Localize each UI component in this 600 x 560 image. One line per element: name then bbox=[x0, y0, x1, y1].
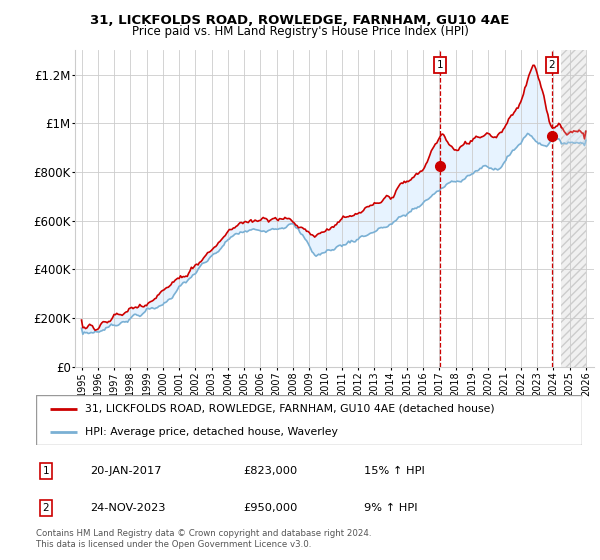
Text: 2: 2 bbox=[43, 503, 49, 513]
Text: 31, LICKFOLDS ROAD, ROWLEDGE, FARNHAM, GU10 4AE: 31, LICKFOLDS ROAD, ROWLEDGE, FARNHAM, G… bbox=[91, 14, 509, 27]
Text: 1: 1 bbox=[437, 60, 443, 70]
Text: 2: 2 bbox=[549, 60, 556, 70]
Text: £823,000: £823,000 bbox=[244, 466, 298, 476]
Text: HPI: Average price, detached house, Waverley: HPI: Average price, detached house, Wave… bbox=[85, 427, 338, 437]
Text: 31, LICKFOLDS ROAD, ROWLEDGE, FARNHAM, GU10 4AE (detached house): 31, LICKFOLDS ROAD, ROWLEDGE, FARNHAM, G… bbox=[85, 404, 495, 414]
Text: £950,000: £950,000 bbox=[244, 503, 298, 513]
Text: Contains HM Land Registry data © Crown copyright and database right 2024.
This d: Contains HM Land Registry data © Crown c… bbox=[36, 529, 371, 549]
Text: Price paid vs. HM Land Registry's House Price Index (HPI): Price paid vs. HM Land Registry's House … bbox=[131, 25, 469, 38]
Text: 9% ↑ HPI: 9% ↑ HPI bbox=[364, 503, 417, 513]
Text: 15% ↑ HPI: 15% ↑ HPI bbox=[364, 466, 424, 476]
Text: 20-JAN-2017: 20-JAN-2017 bbox=[91, 466, 162, 476]
Text: 24-NOV-2023: 24-NOV-2023 bbox=[91, 503, 166, 513]
Text: 1: 1 bbox=[43, 466, 49, 476]
